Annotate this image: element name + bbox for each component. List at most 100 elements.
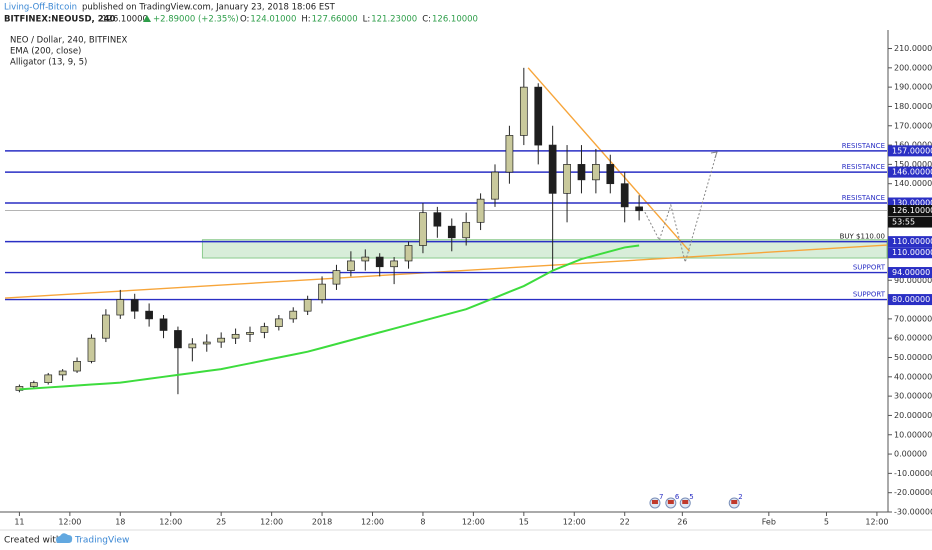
x-tick-label: 12:00 bbox=[865, 518, 888, 527]
symbol: BITFINEX:NEOUSD, 240 bbox=[4, 15, 116, 25]
x-tick-label: 12:00 bbox=[58, 518, 81, 527]
y-tick-label: 50.00000 bbox=[894, 353, 932, 362]
last-price: 126.10000 bbox=[102, 15, 148, 25]
up-arrow bbox=[143, 15, 151, 22]
candle-body bbox=[246, 332, 254, 335]
x-tick-label: 22 bbox=[620, 518, 630, 527]
candle-body bbox=[447, 225, 456, 239]
level-text: SUPPORT bbox=[853, 291, 886, 299]
level-axis-label: 110.00000 bbox=[892, 237, 932, 246]
level-axis-box bbox=[888, 166, 932, 178]
footer-text: Created with bbox=[4, 536, 62, 546]
y-tick-label: 180.00000 bbox=[894, 102, 932, 111]
change: +2.89000 (+2.35%) bbox=[153, 15, 239, 25]
y-tick-label: 40.00000 bbox=[894, 372, 932, 381]
x-tick-label: 12:00 bbox=[462, 518, 485, 527]
x-tick-label: 5 bbox=[824, 518, 829, 527]
y-tick-label: 200.00000 bbox=[894, 63, 932, 72]
event-flag bbox=[682, 500, 689, 504]
event-count: 7 bbox=[659, 493, 663, 501]
legend-symbol: NEO / Dollar, 240, BITFINEX bbox=[10, 36, 128, 46]
y-tick-label: 170.00000 bbox=[894, 121, 932, 130]
ohlc-key: L: bbox=[363, 15, 371, 25]
ohlc-value: 126.10000 bbox=[432, 15, 478, 25]
candle-body bbox=[505, 135, 514, 173]
candle-body bbox=[476, 198, 485, 223]
zone-axis-label: 110.00000 bbox=[892, 248, 932, 257]
level-axis-label: 130.00000 bbox=[892, 199, 932, 208]
candle-body bbox=[260, 326, 269, 333]
candle-body bbox=[347, 260, 355, 271]
candle-body bbox=[318, 283, 326, 300]
candle-body bbox=[145, 310, 153, 320]
level-axis-label: 146.00000 bbox=[892, 168, 932, 177]
candle-body bbox=[577, 164, 586, 181]
x-tick-label: 15 bbox=[519, 518, 529, 527]
candle-body bbox=[361, 256, 370, 262]
x-tick-label: 18 bbox=[115, 518, 125, 527]
candle-body bbox=[289, 310, 298, 320]
ohlc-value: 121.23000 bbox=[371, 15, 417, 25]
level-axis-box bbox=[888, 197, 932, 209]
candle-body bbox=[188, 343, 197, 349]
y-tick-label: 190.00000 bbox=[894, 83, 932, 92]
countdown-box bbox=[888, 216, 932, 228]
event-flag bbox=[667, 500, 674, 504]
level-axis-label: 94.00000 bbox=[892, 268, 930, 277]
x-tick-label: 25 bbox=[216, 518, 226, 527]
candle-body bbox=[548, 144, 557, 194]
candle-body bbox=[606, 164, 615, 185]
ohlc: O: 124.01000 H: 127.66000 L: 121.23000 C: 126.1… bbox=[240, 15, 478, 25]
trendline bbox=[527, 67, 691, 252]
published: published on TradingView.com, January 23… bbox=[82, 3, 336, 13]
level-axis-box bbox=[888, 267, 932, 279]
level-text: RESISTANCE bbox=[842, 194, 885, 202]
candle-body bbox=[404, 245, 413, 262]
projection bbox=[644, 151, 718, 265]
y-tick-label: 90.00000 bbox=[894, 276, 932, 285]
event-count: 6 bbox=[675, 493, 680, 501]
event-flag bbox=[731, 500, 738, 504]
candle-body bbox=[274, 318, 283, 327]
projection-arrow bbox=[710, 151, 718, 159]
legend-alligator: Alligator (13, 9, 5) bbox=[10, 58, 87, 68]
buy-zone bbox=[201, 239, 888, 259]
y-tick-label: -30.00000 bbox=[894, 508, 932, 517]
candle-body bbox=[390, 260, 398, 268]
zone-axis-box bbox=[888, 247, 932, 259]
price-axis-box bbox=[888, 205, 932, 217]
candle-body bbox=[462, 221, 471, 239]
ohlc-key: O: bbox=[240, 15, 249, 25]
level-axis-label: 80.00000 bbox=[892, 295, 930, 304]
candle-body bbox=[303, 299, 312, 312]
candle-body bbox=[58, 370, 67, 376]
candle-body bbox=[519, 86, 528, 136]
candle-body bbox=[592, 164, 600, 181]
footer-brand[interactable]: TradingView bbox=[74, 536, 129, 546]
level-text: RESISTANCE bbox=[842, 142, 885, 150]
candle-body bbox=[159, 318, 168, 331]
ohlc-key: H: bbox=[301, 15, 310, 25]
ohlc-value: 127.66000 bbox=[312, 15, 358, 25]
candle-body bbox=[116, 299, 125, 316]
level-axis-box bbox=[888, 294, 932, 306]
level-axis-box bbox=[888, 145, 932, 157]
candle-body bbox=[29, 382, 38, 387]
y-tick-label: 140.00000 bbox=[894, 179, 932, 188]
author[interactable]: Living-Off-Bitcoin bbox=[4, 3, 77, 13]
legend-ema: EMA (200, close) bbox=[10, 47, 81, 57]
level-text: SUPPORT bbox=[853, 264, 886, 272]
candle-body bbox=[44, 374, 53, 383]
logo bbox=[56, 533, 73, 543]
y-tick-label: -10.00000 bbox=[894, 469, 932, 478]
event-count: 2 bbox=[738, 493, 742, 501]
candle-body bbox=[73, 361, 81, 372]
level-text: BUY $110.00 bbox=[840, 233, 885, 241]
x-tick-label: 12:00 bbox=[159, 518, 182, 527]
x-tick-label: 11 bbox=[14, 518, 24, 527]
y-tick-label: 60.00000 bbox=[894, 334, 932, 343]
level-axis-label: 157.00000 bbox=[892, 146, 932, 155]
y-tick-label: 70.00000 bbox=[894, 314, 932, 323]
y-tick-label: 20.00000 bbox=[894, 411, 932, 420]
candle-body bbox=[102, 314, 110, 339]
